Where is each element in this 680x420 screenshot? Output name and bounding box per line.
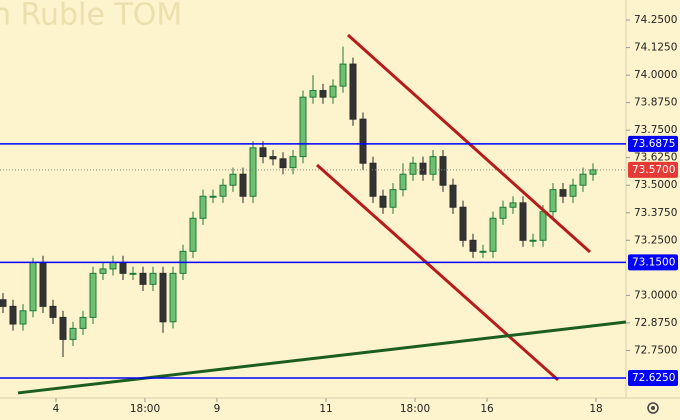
current-price-label: 73.5700 <box>632 164 675 176</box>
candle-body <box>399 173 407 191</box>
candle-body <box>359 118 367 164</box>
candle-body <box>159 272 167 323</box>
candle-body <box>339 63 347 87</box>
y-tick-label: 73.5000 <box>634 179 677 191</box>
candle-body <box>0 299 7 307</box>
current-price-box <box>628 161 678 178</box>
candle-body <box>89 272 97 318</box>
y-tick-label: 73.6250 <box>634 152 677 164</box>
candle-body <box>459 206 467 241</box>
candle-body <box>579 173 587 186</box>
candle-body <box>389 189 397 208</box>
candle-body <box>439 156 447 186</box>
trend-line <box>17 320 627 395</box>
level-label: 73.6875 <box>632 138 675 150</box>
candle-body <box>229 173 237 186</box>
candle-body <box>169 272 177 323</box>
candle-body <box>449 184 457 208</box>
y-tick-label: 72.7500 <box>634 344 677 356</box>
candle-body <box>569 184 577 197</box>
x-tick-label: 18 <box>589 403 602 415</box>
candle-body <box>79 316 87 329</box>
candle-body <box>119 261 127 274</box>
settings-icon[interactable] <box>647 402 659 414</box>
x-tick-label: 16 <box>480 403 494 415</box>
candle-body <box>589 169 597 175</box>
candle-body <box>479 250 487 253</box>
candle-body <box>29 261 37 312</box>
watermark-title: n Ruble TOM <box>0 0 182 33</box>
candle-body <box>69 327 77 340</box>
candle-body <box>249 147 257 197</box>
x-tick-label: 18:00 <box>130 403 160 415</box>
candle-body <box>19 310 27 325</box>
level-label: 73.1500 <box>632 256 675 268</box>
x-tick-label: 4 <box>53 403 60 415</box>
candle-body <box>429 156 437 175</box>
candle-body <box>309 90 317 98</box>
candle-body <box>209 195 217 198</box>
candle-body <box>539 211 547 241</box>
candle-body <box>369 162 377 197</box>
candle-body <box>289 156 297 169</box>
candle-body <box>129 272 137 275</box>
candle-body <box>529 239 537 242</box>
candle-body <box>49 305 57 318</box>
level-label-box <box>628 369 678 386</box>
level-label: 72.6250 <box>632 372 675 384</box>
x-tick-label: 9 <box>214 403 221 415</box>
y-tick-label: 73.3750 <box>634 207 677 219</box>
x-tick-label: 18:00 <box>400 403 430 415</box>
y-tick-label: 74.0000 <box>634 69 677 81</box>
x-tick-label: 11 <box>319 403 332 415</box>
candle-body <box>379 195 387 208</box>
candle-body <box>499 206 507 219</box>
candle-body <box>519 202 527 241</box>
candle-body <box>319 90 327 98</box>
y-tick-label: 72.8750 <box>634 317 677 329</box>
candle-body <box>189 217 197 252</box>
candle-body <box>139 272 147 285</box>
candle-body <box>469 239 477 252</box>
candle-body <box>149 272 157 285</box>
candle-body <box>559 189 567 197</box>
candle-body <box>269 156 277 160</box>
level-label-box <box>628 135 678 152</box>
candle-body <box>259 147 267 158</box>
candle-body <box>299 96 307 158</box>
candle-body <box>409 162 417 175</box>
candle-body <box>9 305 17 325</box>
candle-body <box>39 261 47 307</box>
candle-body <box>109 261 117 270</box>
candle-body <box>549 189 557 213</box>
candle-body <box>349 63 357 120</box>
candle-body <box>59 316 67 340</box>
y-tick-label: 73.0000 <box>634 289 677 301</box>
y-tick-label: 73.8750 <box>634 97 677 109</box>
candle-body <box>509 202 517 208</box>
candle-body <box>279 158 287 169</box>
candle-body <box>419 162 427 175</box>
candle-body <box>239 173 247 197</box>
y-tick-label: 74.2500 <box>634 14 677 26</box>
y-tick-label: 74.1250 <box>634 42 677 54</box>
candle-body <box>219 184 227 197</box>
candle-body <box>329 85 337 98</box>
candle-body <box>99 268 107 274</box>
candle-body <box>489 217 497 252</box>
candle-body <box>199 195 207 219</box>
y-tick-label: 73.7500 <box>634 124 677 136</box>
trend-line <box>316 163 559 382</box>
y-tick-label: 73.2500 <box>634 234 677 246</box>
level-label-box <box>628 254 678 271</box>
